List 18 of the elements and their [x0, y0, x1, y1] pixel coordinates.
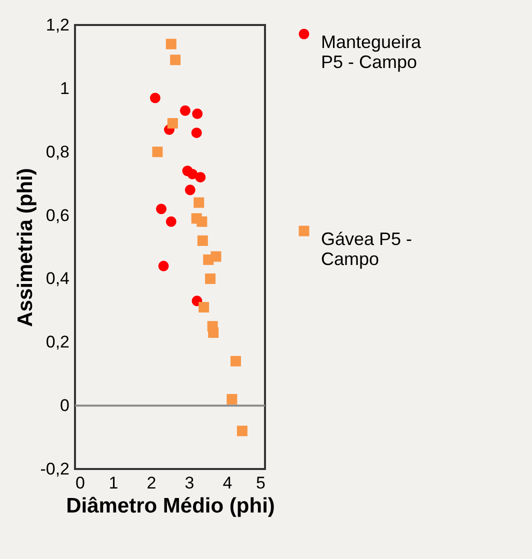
x-tick-label: 5	[256, 474, 266, 492]
y-tick-label: 1,2	[46, 16, 70, 34]
legend-label: Gávea P5 - Campo	[321, 229, 412, 269]
x-axis-title: Diâmetro Médio (phi)	[66, 494, 275, 518]
y-axis-title: Assimetria (phi)	[14, 168, 38, 327]
x-tick-label: 4	[222, 474, 232, 492]
y-tick-label: 1	[60, 78, 70, 98]
x-tick-label: 3	[184, 474, 194, 492]
x-tick-label: 1	[108, 474, 118, 492]
legend-label: Mantegueira P5 - Campo	[321, 32, 422, 72]
y-tick-label: 0,8	[46, 142, 70, 162]
y-tick-label: 0,2	[46, 332, 70, 352]
y-tick-label: -0,2	[40, 460, 70, 478]
x-tick-label: 2	[146, 474, 156, 492]
y-tick-label: 0,4	[46, 269, 70, 288]
y-tick-label: 0	[60, 396, 70, 416]
x-tick-label: 0	[76, 474, 85, 492]
y-tick-label: 0,6	[46, 206, 70, 225]
